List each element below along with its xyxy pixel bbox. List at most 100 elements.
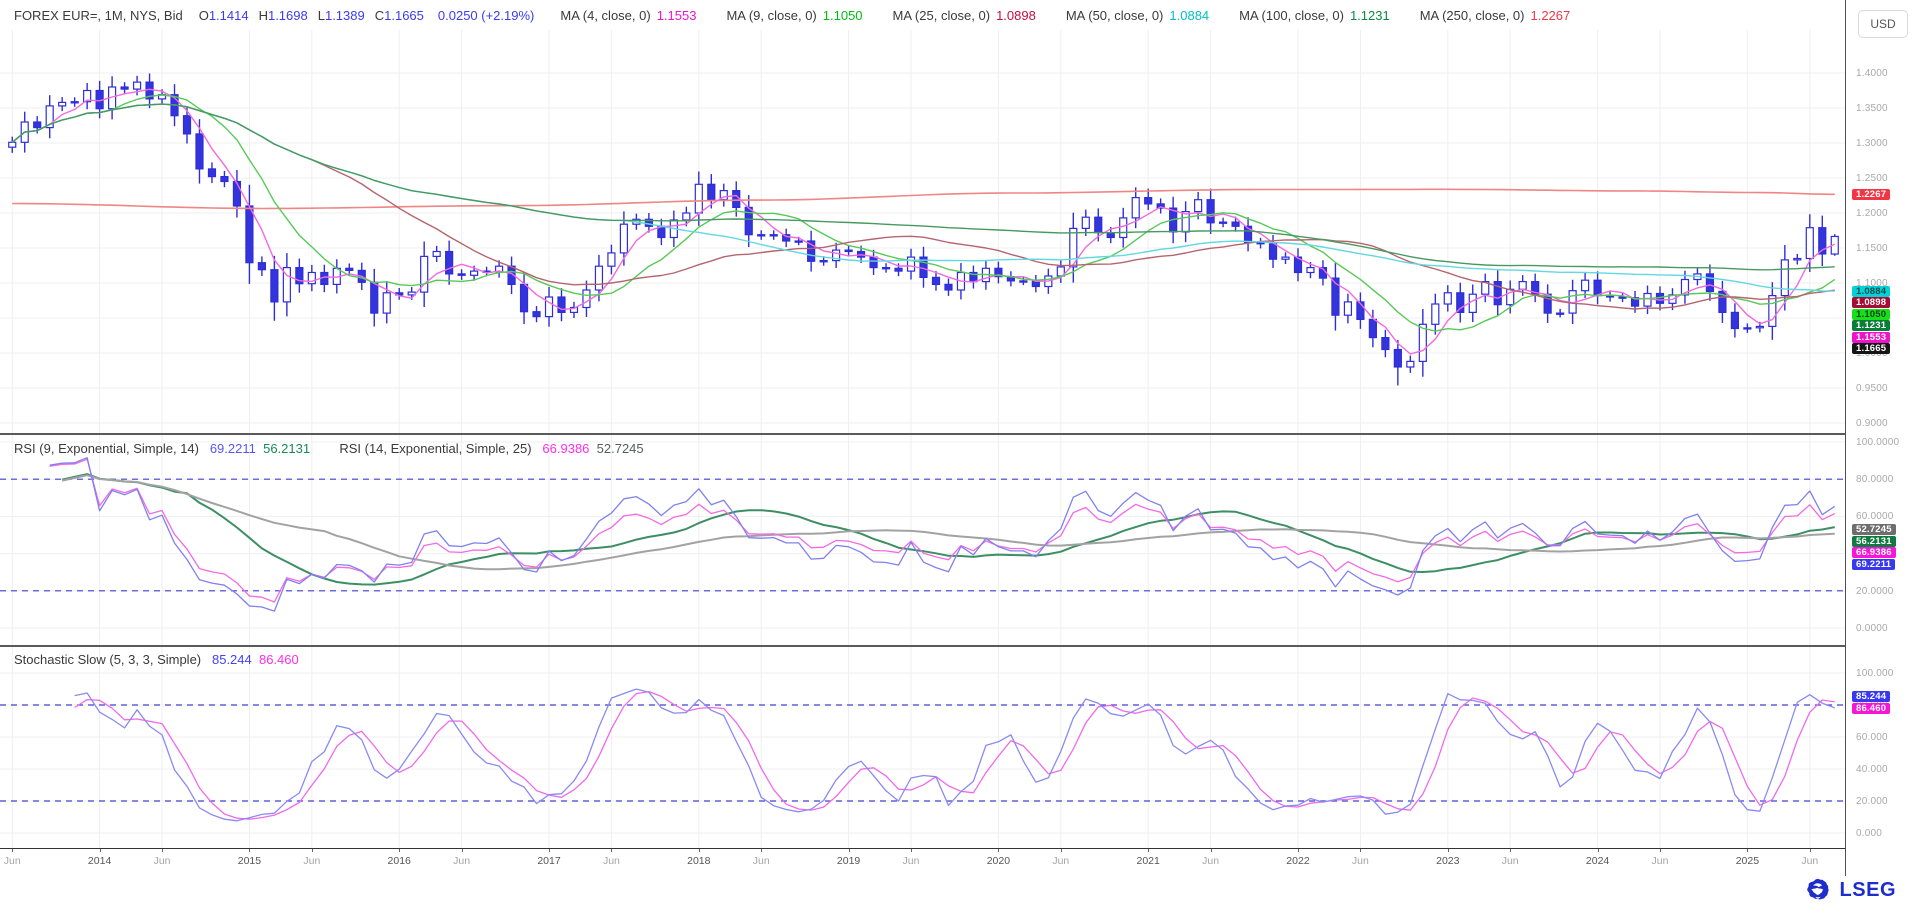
- time-tick: [1297, 848, 1299, 852]
- symbol-title: FOREX EUR=, 1M, NYS, Bid: [14, 7, 183, 23]
- currency-selector[interactable]: USD: [1858, 10, 1908, 38]
- candle-body: [1818, 227, 1827, 255]
- time-tick: [549, 848, 550, 852]
- ma-legend-item: MA (250, close, 0) 1.2267: [1419, 7, 1571, 23]
- candle-body: [844, 249, 853, 253]
- candle-body: [1406, 360, 1415, 368]
- candle-body: [782, 234, 791, 242]
- time-tick: [1809, 848, 1811, 852]
- axis-value-badge: 86.460: [1852, 702, 1891, 714]
- axis-tick-label: 20.0000: [1856, 585, 1894, 597]
- time-label-year: 2018: [687, 855, 711, 867]
- axis-tick-label: 100.000: [1856, 668, 1894, 679]
- candle-body: [1718, 290, 1727, 313]
- ma-legend-item: MA (50, close, 0) 1.0884: [1065, 7, 1210, 23]
- candle-body: [1343, 301, 1353, 316]
- candle-body: [1518, 281, 1527, 290]
- candle-body: [1755, 325, 1764, 329]
- candle-body: [1531, 281, 1540, 295]
- footer: LSEG: [0, 876, 1916, 905]
- candle-body: [1306, 267, 1315, 274]
- candle-body: [1418, 323, 1427, 362]
- candle-body: [1643, 292, 1652, 307]
- rsi-chart[interactable]: [0, 433, 1845, 645]
- axis-tick-label: 0.9000: [1856, 418, 1888, 429]
- axis-value-badge: 1.1050: [1852, 308, 1891, 320]
- candle-body: [1231, 221, 1240, 227]
- candle-body: [70, 101, 79, 104]
- axis-tick-label: 1.1000: [1856, 278, 1888, 289]
- candle-body: [607, 252, 616, 267]
- candle-body: [1593, 279, 1602, 297]
- stochastic-legend: Stochastic Slow (5, 3, 3, Simple) 85.244…: [14, 652, 299, 667]
- chart-header: FOREX EUR=, 1M, NYS, Bid O1.1414 H1.1698…: [0, 0, 1845, 30]
- panel-separator-stoch[interactable]: [0, 645, 1845, 647]
- candle-body: [295, 267, 304, 285]
- time-label-month: Jun: [1052, 855, 1070, 867]
- candle-body: [994, 267, 1003, 278]
- candle-body: [83, 89, 92, 103]
- candle-body: [931, 276, 941, 285]
- candle-body: [1331, 277, 1340, 316]
- time-label-month: Jun: [1651, 855, 1669, 867]
- candle-body: [1556, 312, 1565, 315]
- candle-body: [569, 306, 579, 314]
- ma-legend: MA (4, close, 0) 1.1553 MA (9, close, 0) 1.…: [560, 8, 1600, 23]
- candle-body: [1443, 292, 1452, 305]
- candle-body: [769, 234, 778, 237]
- time-tick: [698, 848, 700, 852]
- stoch-k-value: 85.244: [211, 652, 252, 667]
- rsi-legend: RSI (9, Exponential, Simple, 14) 69.2211…: [14, 441, 644, 456]
- candle-body: [944, 283, 953, 291]
- time-label-year: 2017: [537, 855, 561, 867]
- time-tick: [911, 848, 913, 852]
- time-label-month: Jun: [3, 855, 21, 867]
- candle-body: [881, 267, 891, 270]
- time-tick: [761, 848, 763, 852]
- time-tick: [1360, 848, 1362, 852]
- axis-tick-label: 20.000: [1856, 796, 1888, 807]
- candle-body: [445, 250, 454, 275]
- time-tick: [162, 848, 164, 852]
- candle-body: [420, 255, 429, 293]
- candle-body: [370, 281, 379, 314]
- candle-body: [182, 115, 192, 135]
- candle-body: [1580, 279, 1590, 292]
- candle-body: [1368, 318, 1377, 339]
- candle-body: [732, 190, 741, 209]
- candle-body: [382, 292, 391, 314]
- candle-body: [519, 283, 529, 313]
- price-axis[interactable]: 1.4000 1.3500 1.3000 1.2500 1.2000 1.1500 1.10…: [1846, 0, 1916, 876]
- time-label-year: 2016: [387, 855, 411, 867]
- candle-body: [819, 260, 828, 263]
- net-change: 0.0250 (+2.19%): [437, 7, 535, 23]
- time-label-month: Jun: [1801, 855, 1819, 867]
- time-label-month: Jun: [602, 855, 620, 867]
- stochastic-chart[interactable]: [0, 645, 1845, 848]
- candle-body: [794, 240, 803, 243]
- candle-body: [132, 81, 142, 90]
- axis-tick-label: 1.2500: [1856, 173, 1888, 184]
- candle-body: [120, 86, 129, 90]
- candle-body: [1156, 203, 1165, 209]
- candle-body: [707, 183, 716, 201]
- main-price-chart[interactable]: [0, 30, 1845, 433]
- candle-body: [1218, 221, 1228, 224]
- lseg-logo-icon: [1806, 878, 1829, 900]
- time-tick: [1060, 848, 1062, 852]
- ma-100-line: [11, 103, 1835, 271]
- time-tick: [311, 848, 313, 852]
- candle-body: [544, 296, 554, 318]
- candle-body: [744, 206, 753, 236]
- candle-body: [58, 101, 67, 107]
- axis-tick-label: 1.3500: [1856, 103, 1888, 114]
- time-axis[interactable]: Jun 2014 Jun 2015 Jun 2016 Jun 2017 Jun 2018 Jun 20…: [0, 848, 1845, 876]
- ma-9-line: [11, 94, 1836, 332]
- candle-body: [270, 269, 279, 303]
- axis-tick-label: 60.0000: [1856, 511, 1894, 523]
- ohlc-low: L1.1389: [317, 7, 365, 23]
- ma-4-line: [11, 88, 1836, 355]
- panel-separator-rsi[interactable]: [0, 433, 1845, 435]
- time-label-month: Jun: [1501, 855, 1519, 867]
